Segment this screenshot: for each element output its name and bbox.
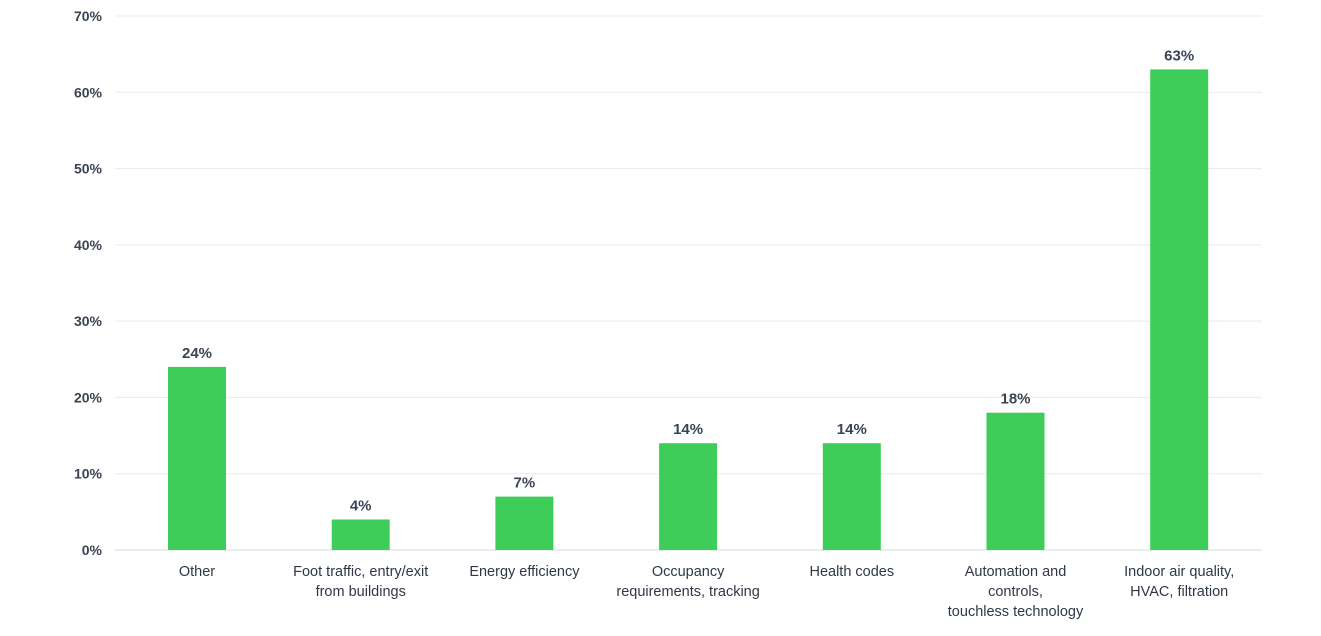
y-tick-label: 70% [74,8,103,24]
x-tick-label: Foot traffic, entry/exit [293,564,428,580]
x-axis: Other Foot traffic, entry/exit from buildi… [179,564,1234,620]
bar [986,412,1045,550]
bar [822,443,881,550]
x-tick-label: Energy efficiency [469,564,580,580]
bar [168,366,226,550]
y-tick-label: 40% [74,237,103,253]
x-tick-label: Health codes [809,564,894,580]
gridlines [115,15,1262,551]
x-tick-label: controls, [988,584,1043,600]
x-tick-label: from buildings [316,584,406,600]
data-label: 7% [514,475,536,492]
y-tick-label: 20% [74,389,103,405]
y-tick-label: 10% [74,466,103,482]
y-tick-label: 0% [82,542,103,558]
data-label: 24% [182,345,212,362]
data-label: 4% [350,497,372,514]
x-tick-label: requirements, tracking [616,584,759,600]
y-tick-label: 30% [74,313,103,329]
x-tick-label: Automation and [965,564,1067,580]
y-axis: 0% 10% 20% 30% 40% 50% 60% 70% [74,8,103,558]
x-tick-label: Indoor air quality, [1124,564,1234,580]
x-tick-label: Occupancy [652,564,725,580]
y-tick-label: 50% [74,161,103,177]
data-label: 14% [837,421,867,438]
data-label: 14% [673,421,703,438]
data-label: 63% [1164,47,1194,64]
bar [659,443,718,550]
bar [1150,69,1209,551]
x-tick-label: HVAC, filtration [1130,584,1228,600]
x-tick-label: touchless technology [948,604,1084,620]
x-tick-label: Other [179,564,215,580]
bar [495,496,554,550]
bars [168,69,1209,551]
data-label: 18% [1000,391,1030,408]
y-tick-label: 60% [74,84,103,100]
bar [331,519,390,550]
data-labels: 24% 4% 7% 14% 14% 18% 63% [182,47,1194,514]
